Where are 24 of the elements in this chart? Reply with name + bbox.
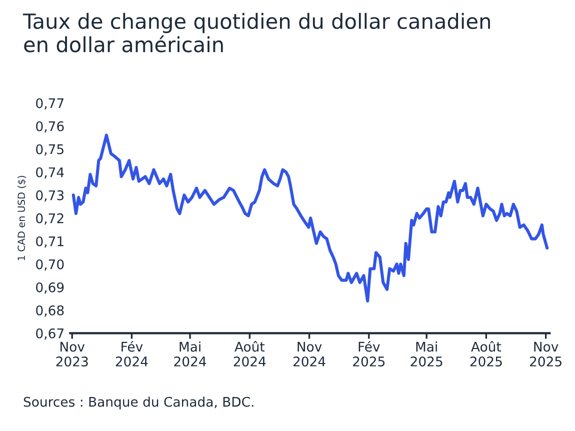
- x-tick-label: Fév 2024: [116, 340, 148, 366]
- y-axis-title: 1 CAD en USD ($): [17, 176, 26, 260]
- y-tick-label: 0,70: [36, 259, 64, 271]
- x-tick-label: Nov 2024: [293, 342, 326, 366]
- y-tick-label: 0,77: [36, 98, 64, 110]
- source-note: Sources : Banque du Canada, BDC.: [24, 396, 254, 410]
- y-tick-label: 0,73: [36, 190, 64, 202]
- x-tick-label: Mai 2025: [410, 341, 442, 366]
- y-tick-label: 0,69: [36, 282, 64, 294]
- x-tick-label: Août 2024: [234, 340, 266, 366]
- x-tick-label: Août 2025: [470, 340, 502, 366]
- y-tick-label: 0,76: [36, 121, 64, 133]
- y-tick-label: 0,67: [36, 328, 64, 340]
- x-tick-label: Nov 2023: [56, 342, 88, 366]
- y-tick-label: 0,71: [36, 236, 64, 248]
- x-tick-label: Fév 2025: [353, 340, 385, 366]
- line-series: [72, 134, 549, 302]
- x-tick-label: Mai 2024: [174, 341, 206, 366]
- x-tick-label: Nov 2025: [530, 342, 562, 366]
- y-tick-label: 0,75: [36, 144, 64, 156]
- y-tick-label: 0,72: [36, 213, 64, 225]
- y-tick-label: 0,74: [36, 167, 64, 179]
- chart-title: Taux de change quotidien du dollar canadien en dollar américain: [22, 12, 490, 52]
- y-tick-label: 0,68: [36, 305, 64, 317]
